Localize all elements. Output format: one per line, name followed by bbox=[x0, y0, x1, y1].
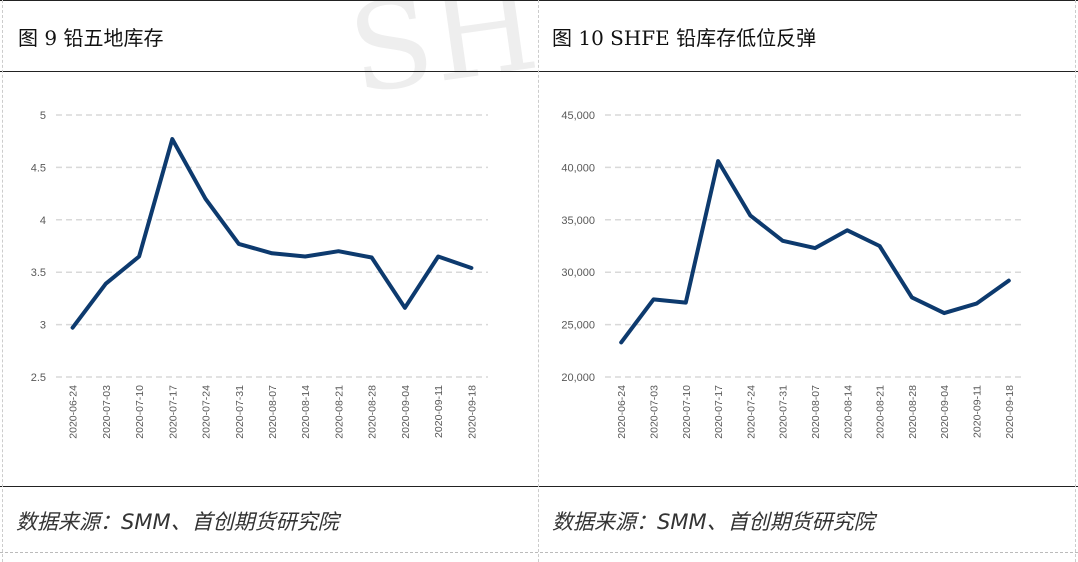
data-point bbox=[943, 312, 945, 314]
y-tick-label: 45,000 bbox=[561, 110, 595, 122]
data-point bbox=[717, 160, 719, 162]
data-point bbox=[749, 215, 751, 217]
y-tick-label: 2.5 bbox=[31, 372, 46, 384]
x-tick-label: 2020-09-11 bbox=[972, 385, 984, 438]
data-point bbox=[652, 298, 654, 300]
data-point bbox=[205, 198, 207, 200]
x-tick-label: 2020-09-04 bbox=[939, 385, 951, 439]
x-tick-label: 2020-07-10 bbox=[134, 385, 146, 439]
source-divider bbox=[0, 486, 1078, 487]
y-tick-label: 5 bbox=[40, 110, 46, 122]
data-point bbox=[976, 303, 978, 305]
x-tick-label: 2020-09-11 bbox=[433, 385, 445, 438]
data-point bbox=[371, 257, 373, 259]
figure-10-title: 图 10 SHFE 铅库存低位反弹 bbox=[552, 26, 817, 50]
data-point bbox=[620, 341, 622, 343]
x-tick-label: 2020-08-14 bbox=[300, 385, 312, 439]
y-tick-label: 35,000 bbox=[561, 215, 595, 227]
y-tick-label: 20,000 bbox=[561, 372, 595, 384]
x-tick-label: 2020-09-04 bbox=[400, 385, 412, 439]
data-point bbox=[171, 138, 173, 140]
data-point bbox=[304, 255, 306, 257]
shfe-lead-inventory-chart: 45,000 40,000 35,000 30,000 25,000 20,000 2020… bbox=[561, 110, 1025, 439]
figure-10-source: 数据来源：SMM、首创期货研究院 bbox=[552, 510, 875, 534]
panel-divider bbox=[538, 0, 539, 562]
data-point bbox=[814, 247, 816, 249]
data-point bbox=[782, 240, 784, 242]
y-tick-label: 30,000 bbox=[561, 267, 595, 279]
x-tick-label: 2020-07-31 bbox=[778, 385, 790, 439]
data-point bbox=[105, 283, 107, 285]
series-line bbox=[619, 159, 1011, 345]
y-tick-label: 25,000 bbox=[561, 320, 595, 332]
y-tick-label: 3.5 bbox=[31, 267, 46, 279]
x-tick-label: 2020-09-18 bbox=[1004, 385, 1016, 439]
data-point bbox=[138, 255, 140, 257]
x-tick-label: 2020-06-24 bbox=[616, 385, 628, 439]
x-tick-label: 2020-08-21 bbox=[333, 385, 345, 439]
data-point bbox=[1008, 280, 1010, 282]
x-tick-label: 2020-07-17 bbox=[167, 385, 179, 439]
data-point bbox=[470, 267, 472, 269]
data-point bbox=[437, 255, 439, 257]
x-tick-label: 2020-07-17 bbox=[713, 385, 725, 439]
x-tick-label: 2020-09-18 bbox=[466, 385, 478, 439]
x-tick-label: 2020-08-07 bbox=[267, 385, 279, 439]
x-tick-label: 2020-08-14 bbox=[842, 385, 854, 439]
data-point bbox=[911, 296, 913, 298]
y-tick-label: 3 bbox=[40, 320, 46, 332]
x-tick-label: 2020-07-31 bbox=[234, 385, 246, 439]
bottom-border bbox=[0, 552, 1078, 553]
title-divider bbox=[0, 71, 1078, 72]
x-tick-label: 2020-07-10 bbox=[681, 385, 693, 439]
left-border bbox=[2, 0, 3, 562]
y-tick-label: 4 bbox=[40, 215, 46, 227]
figure-9-source: 数据来源：SMM、首创期货研究院 bbox=[16, 510, 339, 534]
data-point bbox=[238, 243, 240, 245]
x-tick-label: 2020-07-24 bbox=[201, 385, 213, 439]
x-tick-label: 2020-07-24 bbox=[745, 385, 757, 439]
x-tick-label: 2020-07-03 bbox=[101, 385, 113, 439]
data-point bbox=[72, 327, 74, 329]
y-tick-label: 40,000 bbox=[561, 162, 595, 174]
data-point bbox=[879, 245, 881, 247]
y-tick-label: 4.5 bbox=[31, 162, 46, 174]
x-tick-label: 2020-07-03 bbox=[648, 385, 660, 439]
x-tick-label: 2020-08-28 bbox=[367, 385, 379, 439]
x-tick-label: 2020-06-24 bbox=[68, 385, 80, 439]
data-point bbox=[271, 252, 273, 254]
data-point bbox=[685, 302, 687, 304]
data-point bbox=[404, 307, 406, 309]
x-tick-label: 2020-08-21 bbox=[875, 385, 887, 439]
data-point bbox=[846, 229, 848, 231]
right-border bbox=[1075, 0, 1076, 562]
top-border bbox=[0, 0, 1078, 1]
figure-9-title: 图 9 铅五地库存 bbox=[18, 26, 164, 50]
x-tick-label: 2020-08-07 bbox=[810, 385, 822, 439]
x-tick-label: 2020-08-28 bbox=[907, 385, 919, 439]
data-point bbox=[337, 250, 339, 252]
lead-five-region-inventory-chart: 5 4.5 4 3.5 3 2.5 2020-06-24 2020-07-03 2020-07-… bbox=[31, 110, 488, 439]
